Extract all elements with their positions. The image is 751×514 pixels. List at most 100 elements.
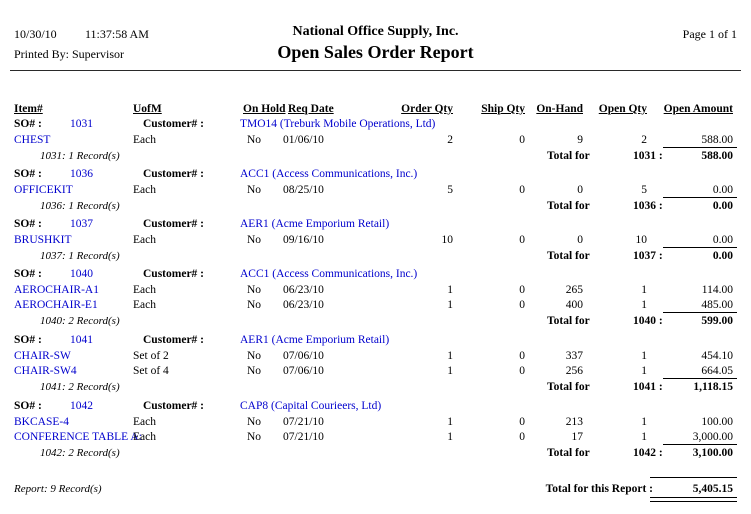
customer-label: Customer# : bbox=[143, 118, 204, 130]
on-hold-value: No bbox=[247, 350, 262, 362]
column-header-open-qty: Open Qty bbox=[598, 103, 647, 115]
column-header-row: Item# UofM On Hold Req Date Order Qty Sh… bbox=[0, 103, 751, 118]
open-amount-value: 485.00 bbox=[701, 299, 733, 311]
report-footer-row: Report: 9 Record(s) Total for this Repor… bbox=[0, 483, 751, 498]
order-qty-value: 2 bbox=[447, 134, 453, 146]
group-total-amount: 1,118.15 bbox=[693, 381, 733, 393]
column-header-on-hand: On-Hand bbox=[536, 103, 583, 115]
so-label: SO# : bbox=[14, 168, 42, 180]
group-total-label: Total for bbox=[547, 315, 590, 327]
open-qty-value: 1 bbox=[641, 431, 647, 443]
ship-qty-value: 0 bbox=[519, 365, 525, 377]
open-amount-value: 588.00 bbox=[701, 134, 733, 146]
so-label: SO# : bbox=[14, 118, 42, 130]
table-row: BRUSHKIT Each No 09/16/10 10 0 0 10 0.00 bbox=[0, 234, 751, 249]
customer-label: Customer# : bbox=[143, 268, 204, 280]
ship-qty-value: 0 bbox=[519, 134, 525, 146]
ship-qty-value: 0 bbox=[519, 350, 525, 362]
column-header-on-hold: On Hold bbox=[243, 103, 286, 115]
order-qty-value: 1 bbox=[447, 365, 453, 377]
item-name: CHEST bbox=[14, 134, 51, 146]
so-label: SO# : bbox=[14, 218, 42, 230]
req-date-value: 06/23/10 bbox=[283, 284, 324, 296]
open-amount-value: 454.10 bbox=[701, 350, 733, 362]
group-total-overline bbox=[663, 444, 737, 445]
open-amount-value: 114.00 bbox=[701, 284, 733, 296]
uofm-value: Each bbox=[133, 284, 156, 296]
table-row: CONFERENCE TABLE A: Each No 07/21/10 1 0… bbox=[0, 431, 751, 446]
record-count-note: 1031: 1 Record(s) bbox=[40, 150, 120, 162]
table-row: BKCASE-4 Each No 07/21/10 1 0 213 1 100.… bbox=[0, 416, 751, 431]
item-name: BKCASE-4 bbox=[14, 416, 69, 428]
item-name: CHAIR-SW4 bbox=[14, 365, 77, 377]
group-total-amount: 3,100.00 bbox=[692, 447, 733, 459]
open-qty-value: 1 bbox=[641, 416, 647, 428]
open-qty-value: 2 bbox=[641, 134, 647, 146]
group-header: SO# : 1041 Customer# : AER1 (Acme Empori… bbox=[0, 334, 751, 349]
req-date-value: 09/16/10 bbox=[283, 234, 324, 246]
group-header: SO# : 1031 Customer# : TMO14 (Treburk Mo… bbox=[0, 118, 751, 133]
column-header-req-date: Req Date bbox=[288, 103, 334, 115]
group-header: SO# : 1037 Customer# : AER1 (Acme Empori… bbox=[0, 218, 751, 233]
so-label: SO# : bbox=[14, 400, 42, 412]
customer-label: Customer# : bbox=[143, 218, 204, 230]
group-header: SO# : 1040 Customer# : ACC1 (Access Comm… bbox=[0, 268, 751, 283]
order-qty-value: 10 bbox=[441, 234, 454, 246]
open-qty-value: 1 bbox=[641, 365, 647, 377]
order-qty-value: 1 bbox=[447, 299, 453, 311]
on-hand-value: 9 bbox=[577, 134, 583, 146]
on-hand-value: 337 bbox=[565, 350, 583, 362]
record-count-note: 1041: 2 Record(s) bbox=[40, 381, 120, 393]
record-count-note: 1037: 1 Record(s) bbox=[40, 250, 120, 262]
on-hand-value: 0 bbox=[577, 184, 583, 196]
open-qty-value: 10 bbox=[635, 234, 648, 246]
on-hand-value: 0 bbox=[577, 234, 583, 246]
on-hold-value: No bbox=[247, 134, 262, 146]
group-total-so: 1031 : bbox=[633, 150, 663, 162]
on-hand-value: 17 bbox=[571, 431, 584, 443]
open-amount-value: 100.00 bbox=[701, 416, 733, 428]
table-row: CHAIR-SW4 Set of 4 No 07/06/10 1 0 256 1… bbox=[0, 365, 751, 380]
report-total-label: Total for this Report : bbox=[545, 483, 653, 495]
group-total-row: 1036: 1 Record(s) Total for 1036 : 0.00 bbox=[0, 200, 751, 215]
report-time: 11:37:58 AM bbox=[85, 27, 149, 41]
table-row: CHAIR-SW Set of 2 No 07/06/10 1 0 337 1 … bbox=[0, 350, 751, 365]
customer-label: Customer# : bbox=[143, 400, 204, 412]
on-hold-value: No bbox=[247, 365, 262, 377]
open-amount-value: 3,000.00 bbox=[692, 431, 733, 443]
group-total-label: Total for bbox=[547, 250, 590, 262]
so-label: SO# : bbox=[14, 334, 42, 346]
req-date-value: 07/21/10 bbox=[283, 416, 324, 428]
report-date: 10/30/10 bbox=[14, 27, 57, 41]
uofm-value: Each bbox=[133, 431, 156, 443]
so-number: 1042 bbox=[70, 400, 93, 412]
order-qty-value: 1 bbox=[447, 350, 453, 362]
customer-label: Customer# : bbox=[143, 334, 204, 346]
report-total-double-rule bbox=[650, 497, 737, 502]
group-header: SO# : 1042 Customer# : CAP8 (Capital Cou… bbox=[0, 400, 751, 415]
record-count-note: 1042: 2 Record(s) bbox=[40, 447, 120, 459]
group-total-label: Total for bbox=[547, 381, 590, 393]
column-header-open-amount: Open Amount bbox=[663, 103, 733, 115]
uofm-value: Each bbox=[133, 184, 156, 196]
order-qty-value: 1 bbox=[447, 431, 453, 443]
req-date-value: 06/23/10 bbox=[283, 299, 324, 311]
company-name: National Office Supply, Inc. bbox=[292, 24, 459, 39]
on-hold-value: No bbox=[247, 299, 262, 311]
item-name: AEROCHAIR-E1 bbox=[14, 299, 98, 311]
group-total-so: 1041 : bbox=[633, 381, 663, 393]
report-total-amount: 5,405.15 bbox=[692, 483, 733, 495]
so-label: SO# : bbox=[14, 268, 42, 280]
open-qty-value: 1 bbox=[641, 299, 647, 311]
order-qty-value: 1 bbox=[447, 284, 453, 296]
record-count-note: 1036: 1 Record(s) bbox=[40, 200, 120, 212]
page-indicator: Page 1 of 1 bbox=[682, 27, 737, 41]
group-total-row: 1042: 2 Record(s) Total for 1042 : 3,100… bbox=[0, 447, 751, 462]
req-date-value: 07/21/10 bbox=[283, 431, 324, 443]
group-total-row: 1040: 2 Record(s) Total for 1040 : 599.0… bbox=[0, 315, 751, 330]
group-total-so: 1040 : bbox=[633, 315, 663, 327]
column-header-item: Item# bbox=[14, 103, 43, 115]
on-hold-value: No bbox=[247, 431, 262, 443]
on-hand-value: 256 bbox=[565, 365, 583, 377]
req-date-value: 07/06/10 bbox=[283, 350, 324, 362]
